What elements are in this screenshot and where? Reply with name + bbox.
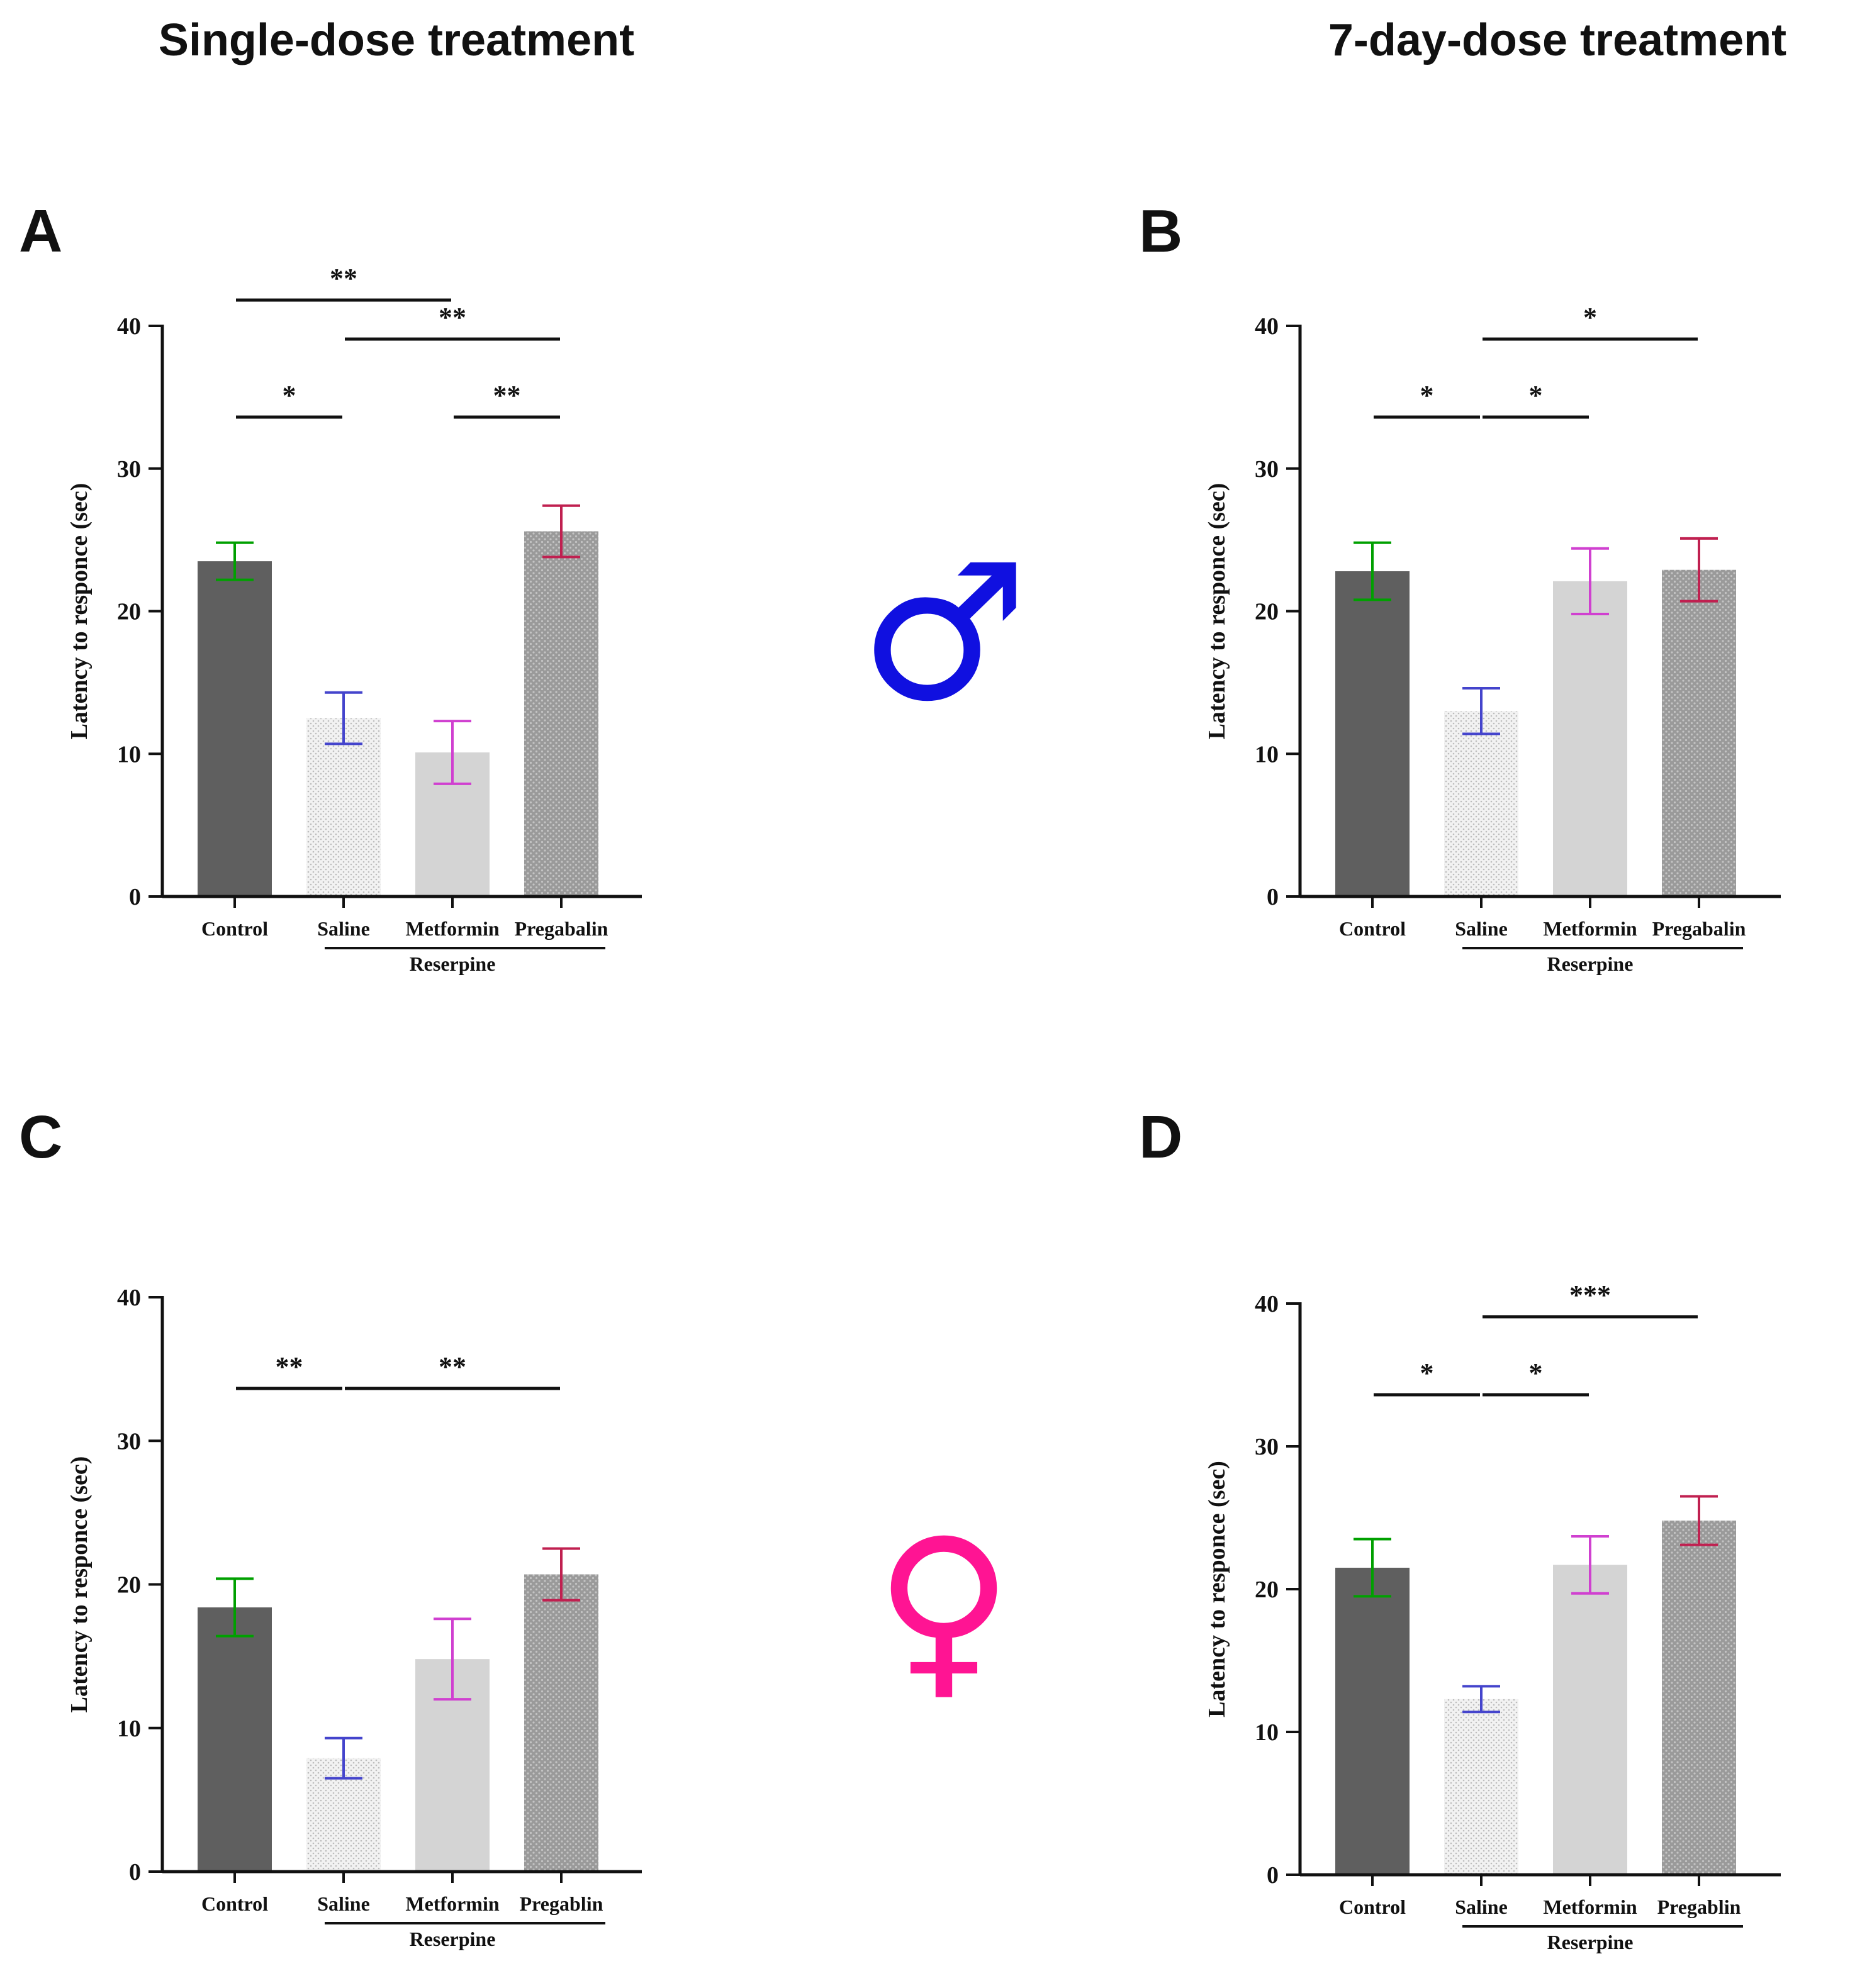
category-label-pregablin: Pregablin xyxy=(1657,1896,1741,1918)
group-label: Reserpine xyxy=(410,952,496,975)
panel-c: C 0 10 20 30 40 Control Saline Metformin Pregabli… xyxy=(19,1103,642,1950)
y-tick-label: 10 xyxy=(117,741,141,768)
significance-label: * xyxy=(1529,380,1543,411)
y-tick-label: 40 xyxy=(117,1285,141,1311)
group-label: Reserpine xyxy=(1547,952,1634,975)
column-title-7-day-dose: 7-day-dose treatment xyxy=(1328,15,1786,65)
significance-label: ** xyxy=(439,302,466,333)
significance-label: * xyxy=(1420,1358,1434,1388)
category-label-saline: Saline xyxy=(1455,917,1508,940)
bar-pregablin xyxy=(1662,1521,1736,1875)
group-label: Reserpine xyxy=(1547,1931,1634,1953)
category-label-control: Control xyxy=(201,1892,268,1915)
significance-label: ** xyxy=(493,380,521,411)
male-symbol: ♂ xyxy=(860,523,1029,743)
bar-metformin xyxy=(1553,581,1627,896)
category-label-metformin: Metformin xyxy=(405,1892,499,1915)
significance-label: ** xyxy=(439,1351,466,1382)
category-label-pregabalin: Pregabalin xyxy=(515,917,608,940)
y-axis-label: Latency to responce (sec) xyxy=(1204,1461,1230,1717)
y-tick-label: 20 xyxy=(117,1572,141,1599)
y-tick-label: 10 xyxy=(1255,1719,1279,1746)
panel-d: D 0 10 20 30 40 Control Saline Metformin Pregabli… xyxy=(1139,1103,1781,1953)
bar-control xyxy=(1335,571,1410,896)
y-tick-label: 0 xyxy=(1267,884,1279,910)
panel-letter-b: B xyxy=(1139,198,1182,265)
significance-label: * xyxy=(1529,1358,1543,1388)
y-tick-label: 30 xyxy=(1255,1434,1279,1460)
category-label-control: Control xyxy=(1339,1896,1406,1918)
y-tick-label: 10 xyxy=(1255,741,1279,768)
significance-label: ** xyxy=(276,1351,303,1382)
y-axis-label: Latency to responce (sec) xyxy=(66,1456,92,1713)
bar-saline xyxy=(306,718,381,896)
bar-pregabalin xyxy=(524,531,598,896)
bar-pregabalin xyxy=(1662,569,1736,896)
female-symbol: ♀ xyxy=(875,1499,1013,1718)
significance-label: * xyxy=(283,380,296,411)
bar-control xyxy=(198,561,272,896)
category-label-metformin: Metformin xyxy=(1543,1896,1637,1918)
y-axis-label: Latency to responce (sec) xyxy=(66,483,92,740)
bar-control xyxy=(1335,1567,1410,1875)
y-tick-label: 20 xyxy=(117,599,141,625)
y-tick-label: 30 xyxy=(1255,456,1279,483)
y-tick-label: 40 xyxy=(1255,1291,1279,1317)
category-label-control: Control xyxy=(1339,917,1406,940)
bar-metformin xyxy=(1553,1565,1627,1875)
y-tick-label: 40 xyxy=(1255,313,1279,340)
y-tick-label: 0 xyxy=(129,1859,141,1885)
y-tick-label: 0 xyxy=(1267,1862,1279,1889)
y-axis-label: Latency to responce (sec) xyxy=(1204,483,1230,740)
significance-label: * xyxy=(1583,302,1597,333)
y-tick-label: 0 xyxy=(129,884,141,910)
category-label-saline: Saline xyxy=(317,1892,370,1915)
y-tick-label: 30 xyxy=(117,1428,141,1455)
significance-label: * xyxy=(1420,380,1434,411)
group-label: Reserpine xyxy=(410,1928,496,1950)
y-tick-label: 20 xyxy=(1255,599,1279,625)
significance-label: ** xyxy=(330,263,357,294)
y-tick-label: 40 xyxy=(117,313,141,340)
panel-a: A 0 10 20 30 40 Control Saline Metformin Pregabal… xyxy=(19,198,642,975)
category-label-control: Control xyxy=(201,917,268,940)
category-label-saline: Saline xyxy=(317,917,370,940)
category-label-metformin: Metformin xyxy=(405,917,499,940)
panel-letter-d: D xyxy=(1139,1103,1182,1171)
bar-pregablin xyxy=(524,1574,598,1872)
category-label-pregablin: Pregablin xyxy=(520,1892,603,1915)
y-tick-label: 10 xyxy=(117,1716,141,1742)
category-label-saline: Saline xyxy=(1455,1896,1508,1918)
bar-saline xyxy=(1444,711,1518,896)
bar-control xyxy=(198,1607,272,1872)
panel-letter-a: A xyxy=(19,198,62,265)
category-label-pregabalin: Pregabalin xyxy=(1652,917,1746,940)
y-tick-label: 30 xyxy=(117,456,141,483)
column-title-single-dose: Single-dose treatment xyxy=(159,15,634,65)
bar-saline xyxy=(1444,1699,1518,1875)
y-tick-label: 20 xyxy=(1255,1577,1279,1603)
category-label-metformin: Metformin xyxy=(1543,917,1637,940)
significance-label: *** xyxy=(1569,1280,1611,1310)
panel-letter-c: C xyxy=(19,1103,62,1171)
panel-b: B 0 10 20 30 40 Control Saline Metformin Pregabal… xyxy=(1139,198,1781,975)
